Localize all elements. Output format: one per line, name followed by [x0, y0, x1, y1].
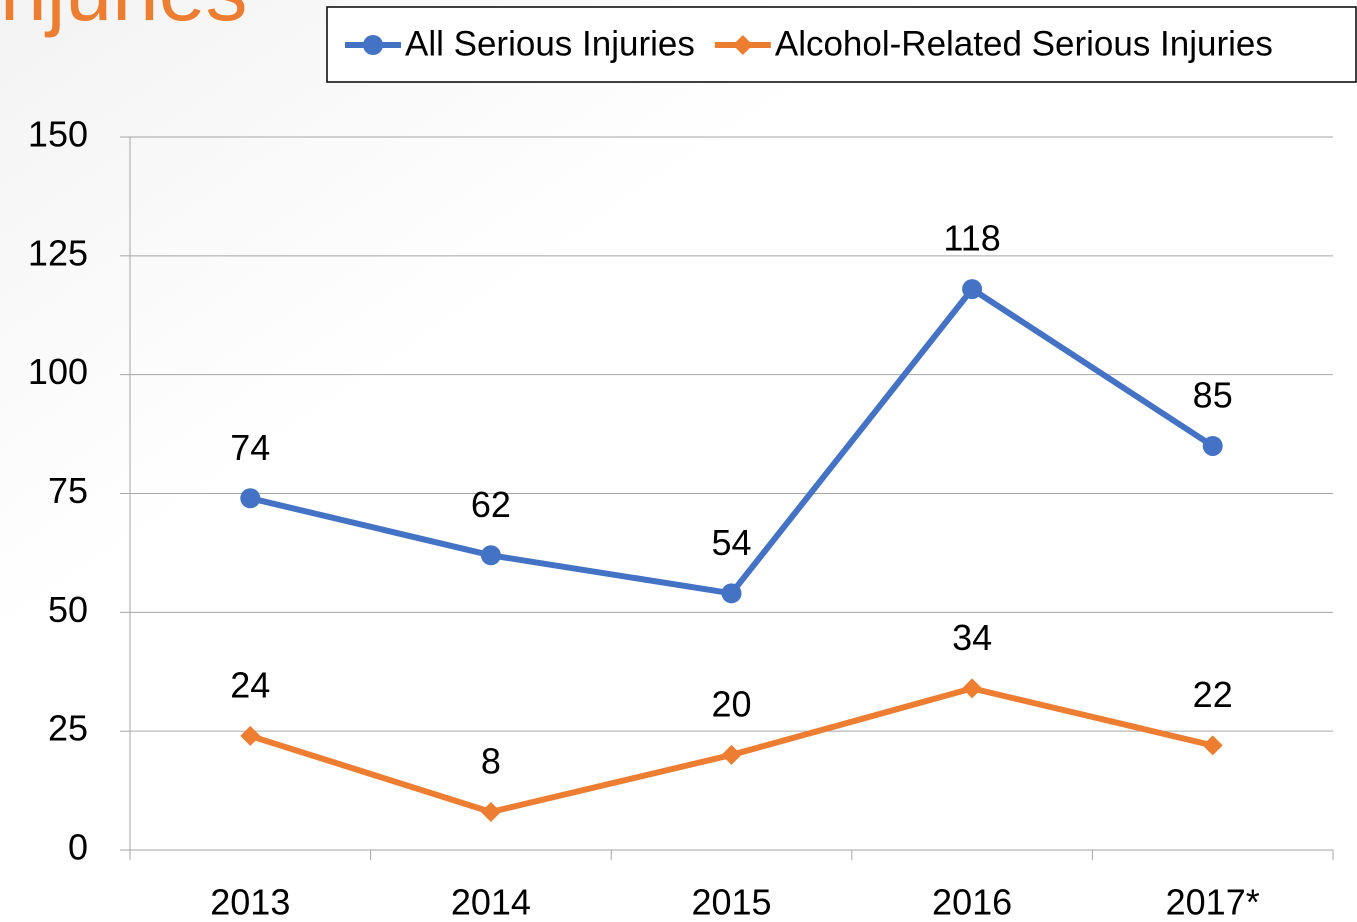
marker: [1202, 435, 1223, 456]
y-tick-label: 100: [28, 351, 88, 392]
marker: [721, 583, 742, 604]
x-tick-label: 2017*: [1166, 882, 1260, 922]
data-label: 118: [943, 218, 1000, 259]
marker: [240, 488, 261, 509]
chart-title: njuries: [0, 0, 247, 38]
data-label: 34: [952, 617, 992, 658]
marker: [480, 801, 501, 822]
marker: [363, 35, 383, 55]
x-tick-label: 2014: [451, 882, 531, 922]
marker: [721, 744, 742, 765]
data-label: 54: [711, 522, 751, 563]
x-tick-label: 2016: [932, 882, 1012, 922]
marker: [732, 35, 753, 55]
legend: [326, 6, 1357, 83]
y-tick-label: 50: [48, 589, 88, 630]
y-tick-label: 25: [48, 708, 88, 749]
data-label: 20: [711, 683, 751, 724]
data-label: 22: [1193, 674, 1233, 715]
y-tick-label: 0: [68, 827, 88, 868]
data-label: 85: [1193, 374, 1233, 415]
marker: [962, 678, 983, 699]
data-label: 74: [230, 427, 270, 468]
data-label: 62: [471, 484, 511, 525]
x-tick-label: 2015: [691, 882, 771, 922]
x-tick-label: 2013: [210, 882, 290, 922]
y-tick-label: 75: [48, 470, 88, 511]
marker: [962, 279, 983, 300]
y-tick-label: 125: [28, 232, 88, 273]
data-label: 8: [481, 740, 501, 781]
legend-label: Alcohol-Related Serious Injuries: [775, 24, 1273, 63]
marker: [480, 545, 501, 566]
data-label: 24: [230, 664, 270, 705]
y-tick-label: 150: [28, 114, 88, 155]
marker: [240, 725, 261, 746]
marker: [1202, 735, 1223, 756]
legend-label: All Serious Injuries: [405, 24, 695, 63]
